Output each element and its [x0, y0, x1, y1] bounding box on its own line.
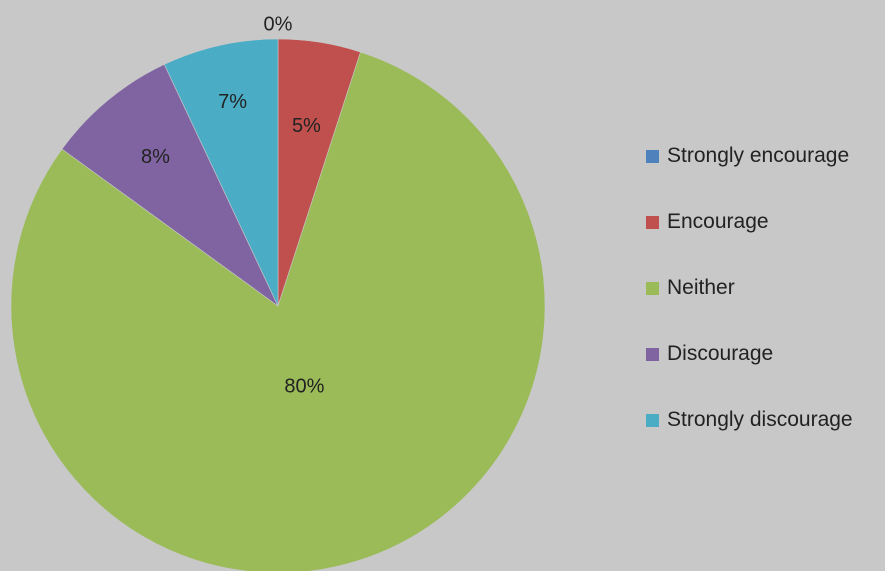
data-label-discourage: 8%: [141, 146, 170, 168]
legend-swatch-strongly-encourage: [646, 149, 659, 163]
legend-item-strongly-encourage: Strongly encourage: [646, 143, 853, 169]
data-label-encourage: 5%: [292, 115, 321, 137]
pie-plot: 0% 5% 80% 8% 7%: [10, 13, 546, 571]
legend-label-strongly-encourage: Strongly encourage: [667, 144, 850, 167]
pie-slice-discourage: [61, 64, 279, 307]
legend-item-discourage: Discourage: [646, 341, 853, 367]
legend-swatch-neither: [646, 281, 659, 295]
legend-swatch-strongly-discourage: [646, 413, 659, 427]
legend-swatch-encourage: [646, 215, 659, 229]
legend-label-strongly-discourage: Strongly discourage: [667, 408, 853, 431]
legend-label-discourage: Discourage: [667, 342, 774, 365]
pie-slice-strongly-discourage: [163, 38, 279, 307]
legend-item-neither: Neither: [646, 275, 853, 301]
legend-swatch-discourage: [646, 347, 659, 361]
pie-slice-neither: [10, 51, 546, 571]
legend-item-strongly-discourage: Strongly discourage: [646, 407, 853, 433]
data-label-strongly-discourage: 7%: [218, 91, 247, 113]
data-label-strongly-encourage: 0%: [264, 13, 293, 35]
legend: Strongly encourage Encourage Neither Dis…: [646, 143, 853, 473]
legend-label-encourage: Encourage: [667, 210, 769, 233]
legend-item-encourage: Encourage: [646, 209, 853, 235]
data-label-neither: 80%: [284, 376, 324, 398]
legend-label-neither: Neither: [667, 276, 735, 299]
